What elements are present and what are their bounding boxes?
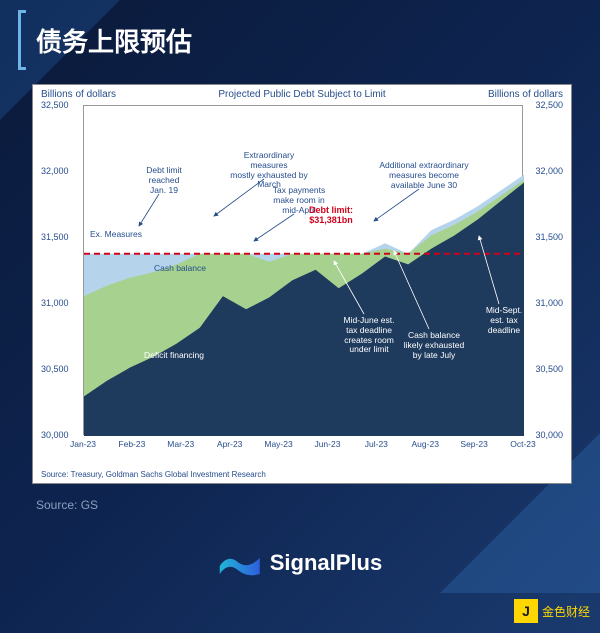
ytick-left: 31,000: [41, 298, 69, 308]
chart-container: Billions of dollars Billions of dollars …: [32, 84, 572, 484]
xtick: Jun-23: [314, 439, 340, 449]
ytick-right: 31,000: [535, 298, 563, 308]
ytick-left: 32,000: [41, 166, 69, 176]
ytick-left: 32,500: [41, 100, 69, 110]
ytick-left: 30,500: [41, 364, 69, 374]
watermark: J 金色财经: [514, 599, 590, 623]
y-axis-label-right: Billions of dollars: [488, 89, 563, 100]
chart-annotation: Mid-Sept.est. taxdeadline: [459, 306, 549, 335]
brand-icon: [218, 548, 262, 578]
title-bracket: [18, 10, 26, 70]
source-outer: Source: GS: [36, 498, 98, 512]
xtick: Sep-23: [460, 439, 487, 449]
watermark-icon: J: [514, 599, 538, 623]
debt-limit-label: Debt limit:$31,381bn: [309, 206, 353, 226]
brand-logo: SignalPlus: [218, 548, 382, 578]
xtick: Jul-23: [365, 439, 388, 449]
xtick: Mar-23: [167, 439, 194, 449]
ytick-left: 31,500: [41, 232, 69, 242]
page-title: 债务上限预估: [36, 22, 192, 59]
ytick-right: 32,000: [535, 166, 563, 176]
area-label-deficit: Deficit financing: [144, 351, 204, 361]
ytick-right: 31,500: [535, 232, 563, 242]
chart-title: Projected Public Debt Subject to Limit: [218, 89, 385, 100]
watermark-text: 金色财经: [542, 603, 590, 620]
chart-source-inner: Source: Treasury, Goldman Sachs Global I…: [41, 470, 266, 479]
ytick-left: 30,000: [41, 430, 69, 440]
ytick-right: 30,500: [535, 364, 563, 374]
area-label-cash: Cash balance: [154, 264, 206, 274]
chart-annotation: Cash balancelikely exhaustedby late July: [389, 331, 479, 360]
chart-annotation: Debt limitreachedJan. 19: [119, 166, 209, 195]
area-label-ex: Ex. Measures: [90, 230, 142, 240]
xtick: Jan-23: [70, 439, 96, 449]
chart-annotation: Additional extraordinarymeasures becomea…: [379, 161, 469, 190]
xtick: Apr-23: [217, 439, 243, 449]
xtick: Feb-23: [118, 439, 145, 449]
y-axis-label-left: Billions of dollars: [41, 89, 116, 100]
brand-name: SignalPlus: [270, 550, 382, 576]
ytick-right: 32,500: [535, 100, 563, 110]
ytick-right: 30,000: [535, 430, 563, 440]
xtick: Aug-23: [412, 439, 439, 449]
xtick: Oct-23: [510, 439, 536, 449]
plot-area: Debt limitreachedJan. 19Extraordinary me…: [83, 105, 523, 435]
xtick: May-23: [264, 439, 292, 449]
